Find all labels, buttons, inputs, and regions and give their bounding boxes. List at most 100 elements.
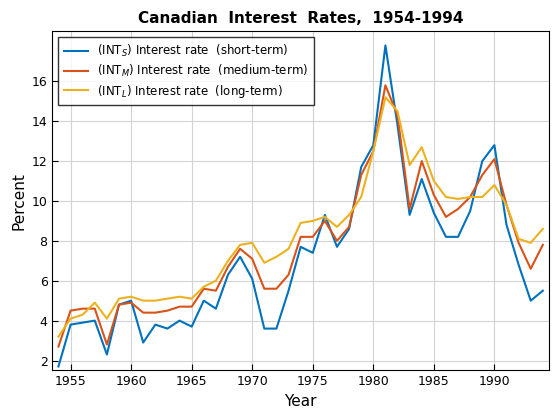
- (INT$_S$) Interest rate  (short-term): [346, 226, 352, 231]
- (INT$_L$) Interest rate  (long-term): [528, 240, 534, 245]
- (INT$_S$) Interest rate  (short-term): [104, 352, 110, 357]
- (INT$_M$) Interest rate  (medium-term): [455, 206, 461, 211]
- (INT$_M$) Interest rate  (medium-term): [152, 310, 158, 315]
- (INT$_M$) Interest rate  (medium-term): [370, 149, 377, 154]
- (INT$_M$) Interest rate  (medium-term): [91, 306, 98, 311]
- (INT$_M$) Interest rate  (medium-term): [479, 173, 486, 178]
- (INT$_S$) Interest rate  (short-term): [116, 302, 123, 307]
- (INT$_S$) Interest rate  (short-term): [418, 176, 425, 181]
- (INT$_L$) Interest rate  (long-term): [358, 194, 365, 200]
- (INT$_M$) Interest rate  (medium-term): [261, 286, 268, 291]
- (INT$_M$) Interest rate  (medium-term): [80, 306, 86, 311]
- (INT$_M$) Interest rate  (medium-term): [116, 302, 123, 307]
- (INT$_M$) Interest rate  (medium-term): [297, 234, 304, 239]
- (INT$_M$) Interest rate  (medium-term): [418, 159, 425, 164]
- (INT$_S$) Interest rate  (short-term): [91, 318, 98, 323]
- (INT$_S$) Interest rate  (short-term): [176, 318, 183, 323]
- (INT$_M$) Interest rate  (medium-term): [212, 288, 219, 293]
- (INT$_S$) Interest rate  (short-term): [164, 326, 171, 331]
- (INT$_M$) Interest rate  (medium-term): [431, 192, 437, 197]
- (INT$_L$) Interest rate  (long-term): [285, 246, 292, 251]
- (INT$_L$) Interest rate  (long-term): [539, 226, 546, 231]
- (INT$_S$) Interest rate  (short-term): [491, 143, 498, 148]
- (INT$_L$) Interest rate  (long-term): [346, 213, 352, 218]
- (INT$_M$) Interest rate  (medium-term): [67, 308, 74, 313]
- (INT$_M$) Interest rate  (medium-term): [128, 300, 134, 305]
- (INT$_L$) Interest rate  (long-term): [479, 194, 486, 200]
- (INT$_L$) Interest rate  (long-term): [321, 214, 328, 219]
- (INT$_L$) Interest rate  (long-term): [297, 220, 304, 226]
- (INT$_M$) Interest rate  (medium-term): [309, 234, 316, 239]
- (INT$_L$) Interest rate  (long-term): [261, 260, 268, 265]
- (INT$_M$) Interest rate  (medium-term): [515, 240, 522, 245]
- (INT$_S$) Interest rate  (short-term): [200, 298, 207, 303]
- (INT$_S$) Interest rate  (short-term): [431, 210, 437, 215]
- (INT$_L$) Interest rate  (long-term): [225, 258, 231, 263]
- (INT$_S$) Interest rate  (short-term): [334, 244, 340, 249]
- Line: (INT$_S$) Interest rate  (short-term): (INT$_S$) Interest rate (short-term): [58, 45, 543, 367]
- (INT$_L$) Interest rate  (long-term): [309, 218, 316, 223]
- (INT$_L$) Interest rate  (long-term): [91, 300, 98, 305]
- (INT$_M$) Interest rate  (medium-term): [140, 310, 147, 315]
- (INT$_S$) Interest rate  (short-term): [321, 213, 328, 218]
- (INT$_L$) Interest rate  (long-term): [249, 240, 255, 245]
- (INT$_S$) Interest rate  (short-term): [503, 222, 510, 227]
- Line: (INT$_L$) Interest rate  (long-term): (INT$_L$) Interest rate (long-term): [58, 97, 543, 336]
- (INT$_M$) Interest rate  (medium-term): [104, 342, 110, 347]
- (INT$_M$) Interest rate  (medium-term): [358, 173, 365, 178]
- (INT$_L$) Interest rate  (long-term): [418, 144, 425, 150]
- Y-axis label: Percent: Percent: [11, 172, 26, 230]
- (INT$_S$) Interest rate  (short-term): [479, 159, 486, 164]
- (INT$_S$) Interest rate  (short-term): [285, 288, 292, 293]
- (INT$_L$) Interest rate  (long-term): [176, 294, 183, 299]
- (INT$_S$) Interest rate  (short-term): [309, 250, 316, 255]
- Title: Canadian  Interest  Rates,  1954-1994: Canadian Interest Rates, 1954-1994: [138, 11, 463, 26]
- (INT$_M$) Interest rate  (medium-term): [528, 266, 534, 271]
- (INT$_S$) Interest rate  (short-term): [406, 213, 413, 218]
- (INT$_M$) Interest rate  (medium-term): [285, 272, 292, 277]
- (INT$_L$) Interest rate  (long-term): [503, 202, 510, 207]
- (INT$_S$) Interest rate  (short-term): [67, 322, 74, 327]
- (INT$_S$) Interest rate  (short-term): [212, 306, 219, 311]
- (INT$_L$) Interest rate  (long-term): [152, 298, 158, 303]
- (INT$_L$) Interest rate  (long-term): [200, 284, 207, 289]
- (INT$_M$) Interest rate  (medium-term): [503, 202, 510, 207]
- (INT$_L$) Interest rate  (long-term): [467, 194, 474, 200]
- Line: (INT$_M$) Interest rate  (medium-term): (INT$_M$) Interest rate (medium-term): [58, 85, 543, 346]
- (INT$_S$) Interest rate  (short-term): [188, 324, 195, 329]
- (INT$_S$) Interest rate  (short-term): [237, 254, 244, 259]
- (INT$_L$) Interest rate  (long-term): [212, 278, 219, 283]
- (INT$_S$) Interest rate  (short-term): [273, 326, 280, 331]
- (INT$_S$) Interest rate  (short-term): [467, 208, 474, 213]
- (INT$_L$) Interest rate  (long-term): [104, 316, 110, 321]
- (INT$_L$) Interest rate  (long-term): [128, 294, 134, 299]
- (INT$_M$) Interest rate  (medium-term): [382, 83, 389, 88]
- (INT$_M$) Interest rate  (medium-term): [321, 218, 328, 223]
- (INT$_S$) Interest rate  (short-term): [297, 244, 304, 249]
- (INT$_L$) Interest rate  (long-term): [116, 296, 123, 301]
- (INT$_S$) Interest rate  (short-term): [382, 43, 389, 48]
- (INT$_L$) Interest rate  (long-term): [67, 316, 74, 321]
- (INT$_M$) Interest rate  (medium-term): [176, 304, 183, 309]
- (INT$_S$) Interest rate  (short-term): [539, 288, 546, 293]
- (INT$_S$) Interest rate  (short-term): [455, 234, 461, 239]
- (INT$_L$) Interest rate  (long-term): [394, 109, 401, 114]
- (INT$_M$) Interest rate  (medium-term): [237, 246, 244, 251]
- (INT$_M$) Interest rate  (medium-term): [442, 214, 449, 219]
- (INT$_L$) Interest rate  (long-term): [334, 224, 340, 229]
- (INT$_L$) Interest rate  (long-term): [491, 182, 498, 187]
- (INT$_S$) Interest rate  (short-term): [358, 165, 365, 170]
- (INT$_S$) Interest rate  (short-term): [515, 262, 522, 267]
- (INT$_S$) Interest rate  (short-term): [442, 234, 449, 239]
- (INT$_L$) Interest rate  (long-term): [237, 242, 244, 247]
- (INT$_M$) Interest rate  (medium-term): [249, 256, 255, 261]
- (INT$_S$) Interest rate  (short-term): [80, 320, 86, 325]
- X-axis label: Year: Year: [284, 394, 317, 409]
- (INT$_M$) Interest rate  (medium-term): [225, 264, 231, 269]
- (INT$_L$) Interest rate  (long-term): [80, 312, 86, 317]
- (INT$_M$) Interest rate  (medium-term): [164, 308, 171, 313]
- (INT$_L$) Interest rate  (long-term): [273, 254, 280, 259]
- (INT$_L$) Interest rate  (long-term): [55, 334, 62, 339]
- (INT$_M$) Interest rate  (medium-term): [406, 206, 413, 211]
- (INT$_S$) Interest rate  (short-term): [225, 272, 231, 277]
